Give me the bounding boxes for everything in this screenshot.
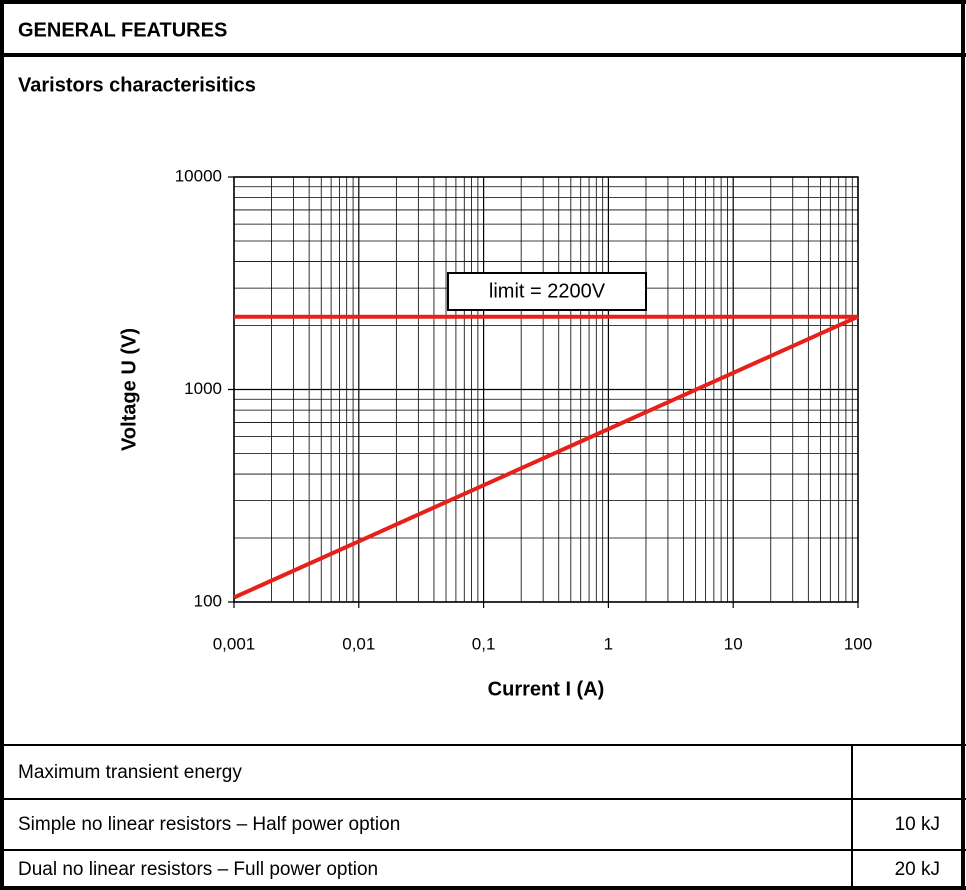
cell: 10 kJ (895, 814, 940, 835)
cell: Dual no linear resistors – Full power op… (18, 859, 378, 880)
chart: 0,001 0,01 0,1 1 10 100 100 1000 10000 Current I … (118, 166, 872, 700)
subtitle: Varistors characterisitics (18, 74, 256, 96)
y-tick-label: 10000 (175, 166, 222, 185)
x-tick-label: 0,01 (342, 634, 375, 653)
x-tick-label: 100 (844, 634, 872, 653)
x-tick-label: 10 (724, 634, 743, 653)
cell: Simple no linear resistors – Half power … (18, 814, 400, 835)
y-axis-label: Voltage U (V) (118, 328, 140, 451)
y-tick-label: 1000 (184, 379, 222, 398)
annotation: limit = 2200V (489, 280, 606, 302)
x-axis-label: Current I (A) (488, 678, 605, 700)
x-tick-label: 0,001 (213, 634, 256, 653)
x-tick-label: 0,1 (472, 634, 496, 653)
y-tick-label: 100 (194, 591, 222, 610)
annotation-box (447, 272, 647, 311)
cell: Maximum transient energy (18, 762, 242, 783)
line-series (233, 314, 859, 600)
title: GENERAL FEATURES (18, 19, 227, 41)
cell: 20 kJ (895, 859, 940, 880)
x-tick-label: 1 (604, 634, 613, 653)
